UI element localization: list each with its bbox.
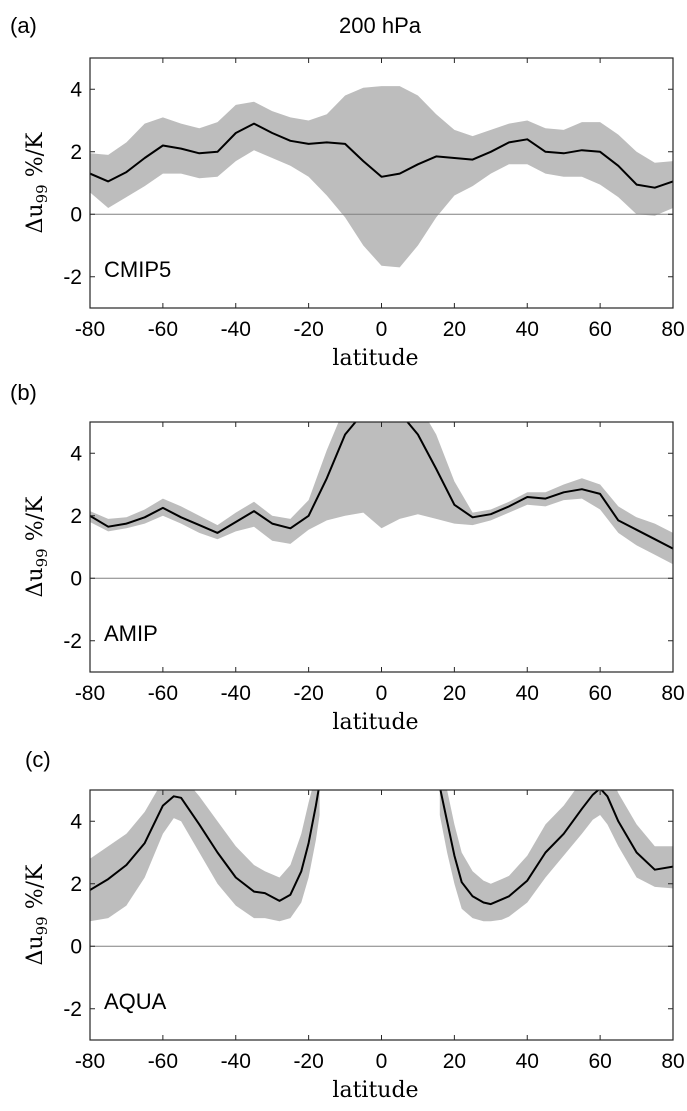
panel-label: (a) xyxy=(10,13,37,38)
x-tick-label: 60 xyxy=(588,318,611,341)
x-tick-label: -20 xyxy=(293,1050,323,1073)
mean-line xyxy=(90,122,673,189)
x-tick-label: 0 xyxy=(376,318,388,341)
y-tick-label: 0 xyxy=(70,567,82,590)
plot-area xyxy=(90,422,673,579)
y-tick-label: -2 xyxy=(63,998,82,1021)
y-tick-label: 0 xyxy=(70,935,82,958)
spread-band xyxy=(90,422,673,565)
model-label: CMIP5 xyxy=(104,257,171,282)
x-tick-label: -60 xyxy=(148,682,178,705)
x-tick-label: 80 xyxy=(661,1050,684,1073)
y-tick-label: 4 xyxy=(70,810,82,833)
mean-line xyxy=(439,790,673,906)
y-label-main: Δu xyxy=(23,567,48,597)
y-tick-label: 2 xyxy=(70,873,82,896)
mean-line xyxy=(90,422,673,550)
model-label: AQUA xyxy=(104,989,167,1014)
x-tick-label: 20 xyxy=(443,318,466,341)
mean-line xyxy=(90,790,320,902)
y-tick-label: 4 xyxy=(70,442,82,465)
plot-area xyxy=(90,86,673,268)
y-label-subscript: 99 xyxy=(33,916,51,935)
figure-title: 200 hPa xyxy=(339,13,422,38)
y-label-main: Δu xyxy=(23,203,48,233)
x-tick-label: -80 xyxy=(75,682,105,705)
x-tick-label: 60 xyxy=(588,1050,611,1073)
y-axis-label: Δu99 %/K xyxy=(23,132,51,233)
x-tick-label: -60 xyxy=(148,1050,178,1073)
panel-label: (b) xyxy=(10,380,37,405)
x-tick-label: 40 xyxy=(516,1050,539,1073)
x-tick-label: 20 xyxy=(443,682,466,705)
plot-area xyxy=(90,790,673,947)
y-label-units: %/K xyxy=(23,496,48,548)
y-label-subscript: 99 xyxy=(33,184,51,203)
x-axis-label: latitude xyxy=(332,710,418,735)
x-tick-label: -80 xyxy=(75,1050,105,1073)
x-tick-label: 0 xyxy=(376,682,388,705)
y-axis-label: Δu99 %/K xyxy=(23,864,51,965)
y-tick-label: -2 xyxy=(63,266,82,289)
x-tick-label: -60 xyxy=(148,318,178,341)
y-label-subscript: 99 xyxy=(33,548,51,567)
x-tick-label: 40 xyxy=(516,682,539,705)
x-tick-label: 80 xyxy=(661,682,684,705)
y-tick-label: 2 xyxy=(70,505,82,528)
y-tick-label: -2 xyxy=(63,630,82,653)
model-label: AMIP xyxy=(104,621,158,646)
y-axis-label: Δu99 %/K xyxy=(23,496,51,597)
x-tick-label: 40 xyxy=(516,318,539,341)
x-tick-label: -80 xyxy=(75,318,105,341)
x-tick-label: 80 xyxy=(661,318,684,341)
spread-band xyxy=(439,790,673,922)
y-tick-label: 0 xyxy=(70,203,82,226)
x-tick-label: -20 xyxy=(293,682,323,705)
y-tick-label: 4 xyxy=(70,78,82,101)
x-axis-label: latitude xyxy=(332,346,418,371)
x-tick-label: 0 xyxy=(376,1050,388,1073)
y-label-units: %/K xyxy=(23,864,48,916)
y-label-main: Δu xyxy=(23,935,48,965)
spread-band xyxy=(90,790,320,922)
x-tick-label: -40 xyxy=(221,318,251,341)
x-tick-label: -40 xyxy=(221,1050,251,1073)
x-tick-label: 20 xyxy=(443,1050,466,1073)
x-tick-label: -40 xyxy=(221,682,251,705)
panel-label: (c) xyxy=(25,747,51,772)
y-tick-label: 2 xyxy=(70,141,82,164)
x-tick-label: 60 xyxy=(588,682,611,705)
x-tick-label: -20 xyxy=(293,318,323,341)
y-label-units: %/K xyxy=(23,132,48,184)
x-axis-label: latitude xyxy=(332,1078,418,1103)
